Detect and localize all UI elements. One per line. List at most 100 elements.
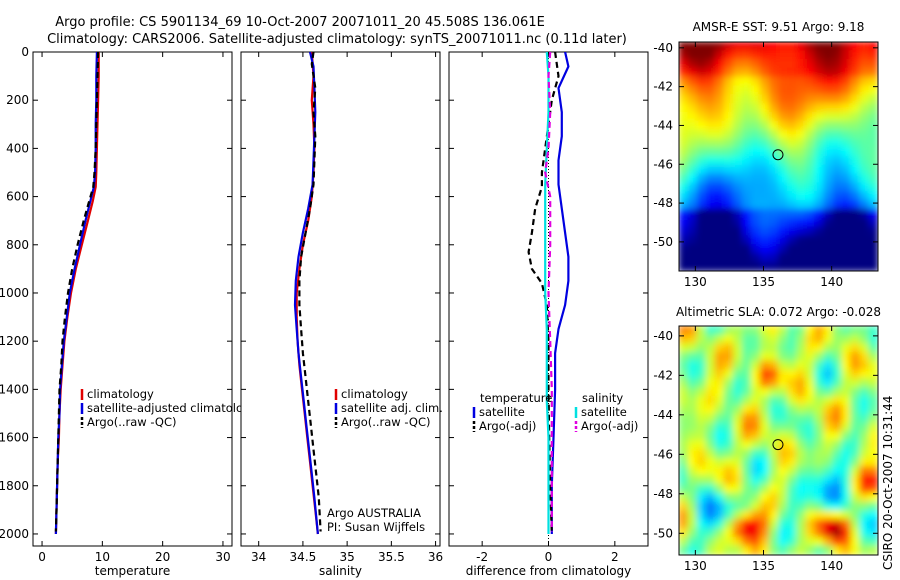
heatmap-cell [769, 235, 779, 246]
heatmap-cell [796, 484, 807, 494]
x-tick-label: 2 [611, 550, 619, 564]
heatmap-field [679, 42, 878, 271]
heatmap-cell [832, 484, 843, 494]
heatmap-cell [687, 396, 698, 406]
heatmap-cell [732, 448, 743, 459]
heatmap-cell [778, 326, 788, 336]
heatmap-cell [814, 536, 825, 547]
heatmap-cell [679, 343, 689, 353]
heatmap-cell [759, 422, 770, 433]
heatmap-cell [741, 208, 752, 219]
heatmap-cell [769, 404, 779, 415]
heatmap-cell [832, 85, 843, 96]
heatmap-cell [787, 404, 797, 415]
heatmap-cell [741, 182, 752, 193]
heatmap-cell [687, 536, 698, 547]
heatmap-cell [759, 173, 770, 184]
heatmap-cell [696, 112, 707, 122]
heatmap-cell [832, 138, 843, 149]
y-tick-label: -50 [653, 526, 673, 540]
heatmap-cell [805, 326, 816, 336]
y-tick-label: -40 [653, 41, 673, 55]
legend: temperature salinitysatelliteArgo(-adj)sa… [472, 391, 638, 433]
heatmap-cell [687, 217, 698, 228]
heatmap-cell [841, 484, 852, 494]
heatmap-cell [705, 378, 716, 389]
heatmap-cell [805, 147, 816, 157]
heatmap-cell [787, 431, 797, 441]
heatmap-cell [778, 351, 788, 362]
y-tick-label: 0 [21, 45, 29, 59]
heatmap-cell [759, 528, 770, 538]
heatmap-cell [814, 510, 825, 521]
heatmap-cell [778, 466, 788, 477]
heatmap-cell [750, 501, 761, 512]
heatmap-cell [859, 50, 870, 61]
heatmap-cell [723, 76, 734, 87]
heatmap-cell [814, 528, 825, 538]
x-tick-label: 135 [752, 559, 775, 573]
heatmap-cell [778, 164, 788, 175]
heatmap-cell [679, 156, 689, 166]
heatmap-cell [778, 343, 788, 353]
heatmap-cell [679, 360, 689, 371]
heatmap-cell [859, 545, 870, 555]
heatmap-cell [741, 217, 752, 228]
heatmap-cell [687, 466, 698, 477]
heatmap-cell [805, 501, 816, 512]
heatmap-cell [850, 252, 861, 263]
heatmap-cell [723, 129, 734, 140]
heatmap-cell [705, 156, 716, 166]
heatmap-cell [859, 42, 870, 52]
heatmap-cell [805, 528, 816, 538]
heatmap-cell [859, 235, 870, 246]
heatmap-cell [769, 396, 779, 406]
y-tick-label: 1000 [0, 286, 29, 300]
heatmap-cell [823, 138, 834, 149]
heatmap-cell [832, 510, 843, 521]
heatmap-cell [823, 112, 834, 122]
heatmap-cell [814, 76, 825, 87]
heatmap-cell [805, 431, 816, 441]
heatmap-cell [859, 326, 870, 336]
heatmap-cell [796, 67, 807, 78]
heatmap-cell [705, 208, 716, 219]
heatmap-cell [696, 326, 707, 336]
heatmap-cell [759, 440, 770, 450]
heatmap-cell [814, 138, 825, 149]
heatmap-cell [814, 466, 825, 477]
heatmap-cell [823, 369, 834, 380]
heatmap-cell [759, 94, 770, 105]
x-axis-label: difference from climatology [466, 564, 632, 578]
heatmap-cell [814, 103, 825, 113]
heatmap-cell [741, 519, 752, 530]
heatmap-cell [705, 164, 716, 175]
heatmap-cell [859, 413, 870, 424]
heatmap-cell [759, 67, 770, 78]
heatmap-cell [859, 147, 870, 157]
series-line [527, 52, 560, 535]
heatmap-cell [679, 334, 689, 345]
heatmap-cell [778, 67, 788, 78]
heatmap-cell [732, 94, 743, 105]
heatmap-cell [805, 378, 816, 389]
heatmap-cell [759, 519, 770, 530]
heatmap-cell [841, 173, 852, 184]
heatmap-cell [787, 173, 797, 184]
heatmap-cell [759, 208, 770, 219]
heatmap-cell [859, 387, 870, 397]
heatmap-cell [687, 244, 698, 254]
heatmap-cell [696, 501, 707, 512]
heatmap-cell [823, 217, 834, 228]
heatmap-cell [723, 226, 734, 237]
heatmap-cell [814, 404, 825, 415]
heatmap-cell [841, 208, 852, 219]
heatmap-cell [778, 252, 788, 263]
y-tick-label: -40 [653, 329, 673, 343]
heatmap-cell [850, 413, 861, 424]
heatmap-cell [714, 50, 725, 61]
heatmap-cell [705, 457, 716, 468]
heatmap-cell [868, 138, 878, 149]
heatmap-cell [679, 466, 689, 477]
heatmap-cell [687, 42, 698, 52]
